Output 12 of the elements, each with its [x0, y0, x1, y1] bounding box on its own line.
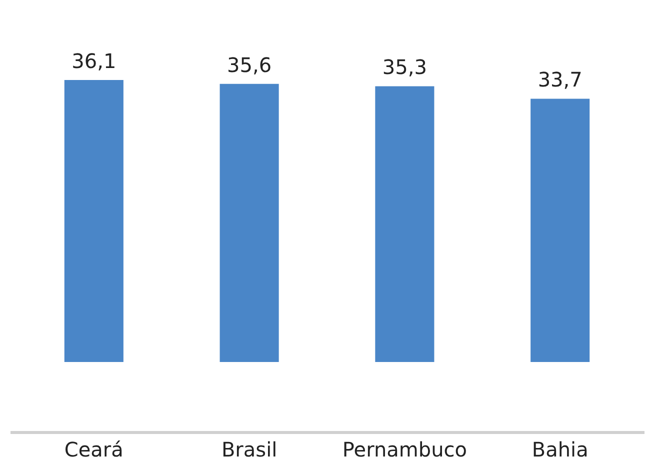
x-tick-label: Ceará — [64, 438, 124, 462]
bar — [220, 84, 279, 362]
data-label: 35,3 — [382, 55, 427, 80]
data-label: 36,1 — [72, 49, 116, 73]
data-label: 33,7 — [538, 68, 582, 92]
data-label: 35,6 — [227, 52, 272, 77]
x-tick-label: Pernambuco — [342, 438, 467, 462]
x-tick-label: Brasil — [221, 438, 278, 462]
x-tick-label: Bahia — [532, 438, 588, 462]
bar — [375, 86, 434, 362]
bar — [64, 80, 124, 362]
bar — [530, 98, 590, 362]
